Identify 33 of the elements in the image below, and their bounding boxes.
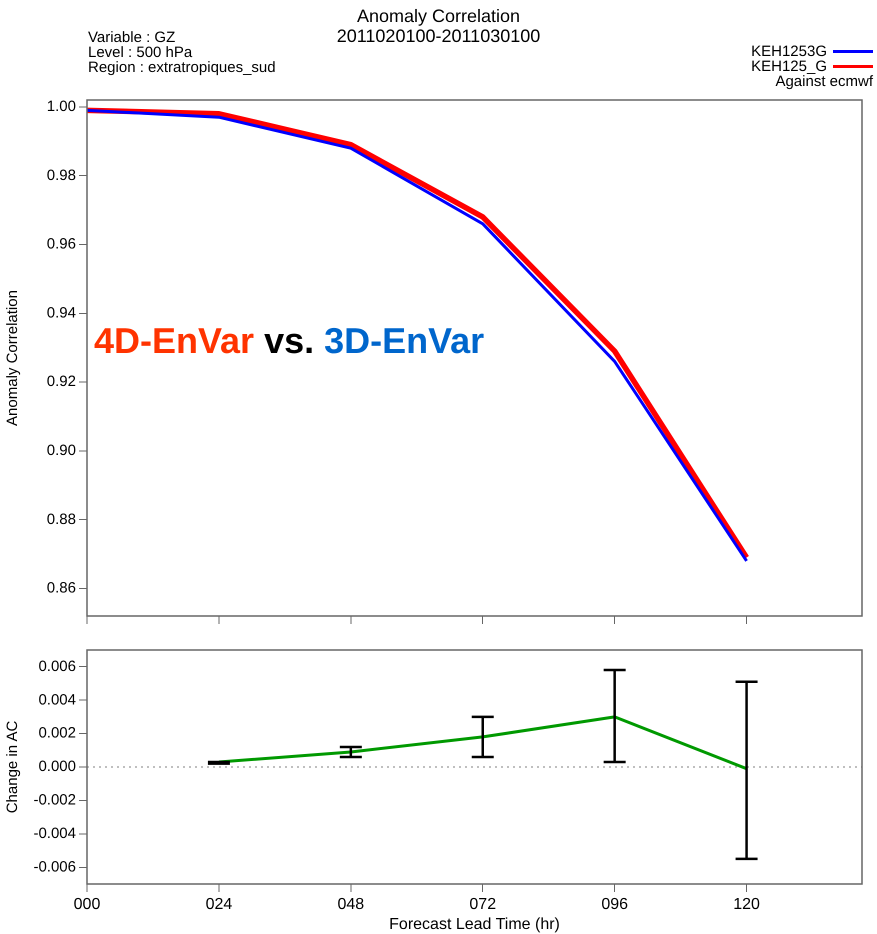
text: Region : extratropiques_sud xyxy=(88,59,276,76)
x-tick-label: 072 xyxy=(469,896,496,914)
y-tick-label: 0.98 xyxy=(46,166,76,184)
chart-title: Anomaly Correlation xyxy=(356,6,522,26)
x-axis-title: Forecast Lead Time (hr) xyxy=(389,916,560,933)
text: Level : 500 hPa xyxy=(88,44,194,61)
x-tick-label: 096 xyxy=(601,896,628,914)
legend-label: KEH125_G xyxy=(751,58,827,75)
x-tick-label: 120 xyxy=(733,896,760,914)
text: Against ecmwf xyxy=(775,73,873,90)
annotation: 4D-EnVar vs. 3D-EnVar xyxy=(94,320,484,361)
y-tick-label: 0.002 xyxy=(38,724,76,742)
y-tick-label: 0.94 xyxy=(46,304,76,322)
x-tick-label: 048 xyxy=(337,896,364,914)
x-tick-label: 000 xyxy=(74,896,100,914)
y-tick-label: 0.000 xyxy=(38,758,76,776)
y-tick-label: 0.90 xyxy=(46,442,76,460)
text: Variable : GZ xyxy=(88,29,176,46)
y-tick-label: -0.004 xyxy=(33,825,76,842)
y-tick-label: -0.002 xyxy=(33,792,76,809)
y-tick-label: 1.00 xyxy=(46,98,76,116)
y-tick-label: 0.88 xyxy=(46,510,76,528)
y-axis-title: Change in AC xyxy=(4,720,22,814)
y-tick-label: 0.96 xyxy=(46,236,76,253)
y-tick-label: 0.004 xyxy=(38,691,76,708)
x-tick-label: 024 xyxy=(206,896,232,914)
y-tick-label: 0.86 xyxy=(46,580,76,597)
y-axis-title: Anomaly Correlation xyxy=(4,290,22,426)
chart-subtitle: 2011020100-2011030100 xyxy=(336,26,540,46)
y-tick-label: -0.006 xyxy=(33,858,76,876)
y-tick-label: 0.006 xyxy=(38,658,76,675)
y-tick-label: 0.92 xyxy=(46,373,76,390)
legend-label: KEH1253G xyxy=(751,43,827,60)
